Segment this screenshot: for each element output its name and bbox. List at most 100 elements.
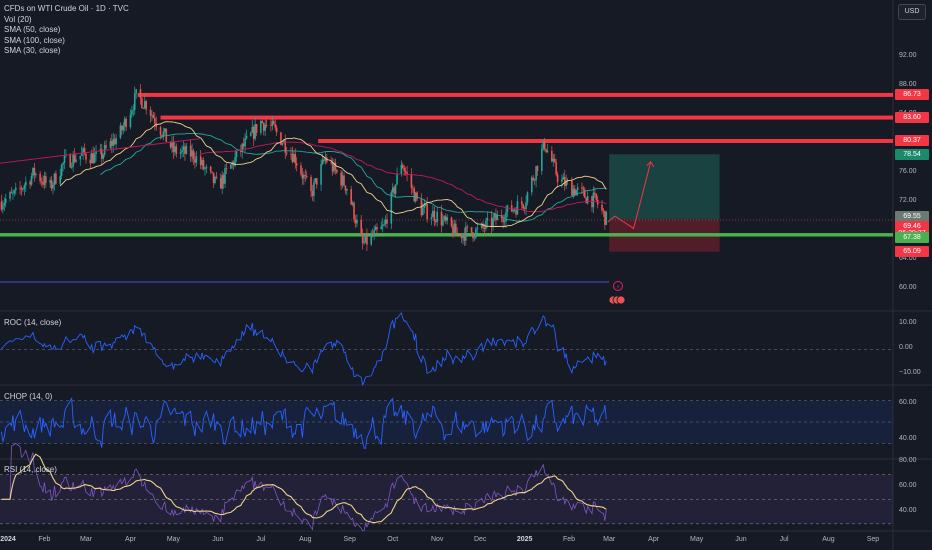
candle-body <box>3 202 6 206</box>
candle-body <box>562 176 565 180</box>
candle-body <box>171 141 173 148</box>
candle-body <box>493 213 496 218</box>
candle-body <box>270 124 272 126</box>
candle-body <box>364 234 367 243</box>
candle-body <box>346 189 348 191</box>
rsi-legend[interactable]: RSI (14, close) <box>4 465 57 474</box>
event-lightning-icon <box>613 281 623 291</box>
candle-body <box>212 172 215 183</box>
candle-body <box>111 141 113 146</box>
candle-body <box>376 227 378 230</box>
roc-tick: 10.00 <box>899 319 917 327</box>
candle-body <box>83 148 86 154</box>
candle-body <box>32 167 34 176</box>
candle-body <box>371 234 374 237</box>
candle-body <box>262 123 265 131</box>
candle-body <box>545 148 547 153</box>
candle-body <box>430 217 433 220</box>
candle-body <box>284 140 287 153</box>
candle-body <box>490 217 493 227</box>
candle-body <box>72 154 74 167</box>
price-label: 83.60 <box>895 112 929 124</box>
time-tick: Jun <box>212 536 224 543</box>
candle-body <box>340 172 342 186</box>
candle-body <box>274 124 277 128</box>
projection-path <box>607 161 652 230</box>
indicator-sma50[interactable]: SMA (50, close) <box>4 25 61 34</box>
candle-body <box>205 166 208 169</box>
chop-tick: 40.00 <box>899 435 917 442</box>
candle-body <box>336 170 338 173</box>
candle-body <box>460 233 463 239</box>
candle-body <box>204 168 206 170</box>
candle-body <box>224 168 226 184</box>
candle-body <box>426 204 428 220</box>
candle-body <box>30 175 33 185</box>
candle-body <box>62 162 64 165</box>
candle-body <box>234 157 236 166</box>
candle-body <box>85 153 87 160</box>
candle-body <box>320 164 322 185</box>
candle-body <box>219 178 222 189</box>
candle-body <box>403 168 406 172</box>
candle-body <box>526 192 529 203</box>
candle-body <box>384 219 387 225</box>
candle-body <box>191 150 193 157</box>
candle-body <box>33 167 36 176</box>
candle-body <box>436 211 438 223</box>
candle-body <box>121 125 123 131</box>
candle-body <box>450 217 453 227</box>
candle-body <box>410 174 413 188</box>
candle-body <box>571 181 573 196</box>
candle-body <box>93 154 96 164</box>
candle-body <box>473 237 476 239</box>
candle-body <box>250 132 252 136</box>
candle-body <box>281 143 284 145</box>
time-tick: Oct <box>387 536 399 543</box>
candle-body <box>594 192 596 194</box>
candle-body <box>131 110 133 115</box>
candle-body <box>565 180 567 186</box>
candle-body <box>49 180 51 183</box>
candle-body <box>553 158 556 163</box>
candle-body <box>25 181 27 186</box>
candle-body <box>344 185 347 191</box>
candle-body <box>185 145 188 154</box>
candle-body <box>422 208 424 216</box>
currency-button[interactable]: USD <box>898 4 926 20</box>
candle-body <box>601 204 603 211</box>
roc-legend[interactable]: ROC (14, close) <box>4 318 62 327</box>
candle-body <box>105 145 107 148</box>
candle-body <box>532 177 535 180</box>
candle-body <box>145 101 148 110</box>
candle-body <box>271 120 274 126</box>
sma100-line <box>200 141 607 213</box>
candle-body <box>14 187 17 191</box>
candle-body <box>79 155 82 160</box>
time-tick: May <box>166 536 181 543</box>
indicator-sma100[interactable]: SMA (100, close) <box>4 35 65 45</box>
position-target-zone <box>609 154 720 220</box>
symbol-title[interactable]: CFDs on WTI Crude Oil · 1D · TVC <box>4 4 129 13</box>
candle-body <box>406 172 408 175</box>
candle-body <box>424 204 427 206</box>
price-tick: 88.00 <box>899 80 917 88</box>
candle-body <box>264 124 266 131</box>
chop-legend[interactable]: CHOP (14, 0) <box>4 392 53 401</box>
candle-body <box>502 218 504 222</box>
indicator-vol[interactable]: Vol (20) <box>4 14 32 24</box>
chop-line <box>0 396 607 449</box>
candle-body <box>354 219 357 224</box>
candle-body <box>572 188 575 196</box>
candle-body <box>496 215 499 221</box>
candle-body <box>293 153 295 163</box>
price-label: 65.09 <box>895 246 929 258</box>
candle-body <box>29 181 31 185</box>
indicator-sma30[interactable]: SMA (30, close) <box>4 46 61 55</box>
candle-body <box>75 159 77 163</box>
candle-body <box>602 210 605 212</box>
time-tick: May <box>690 536 704 543</box>
candle-body <box>462 234 464 239</box>
time-tick: Dec <box>473 536 487 543</box>
